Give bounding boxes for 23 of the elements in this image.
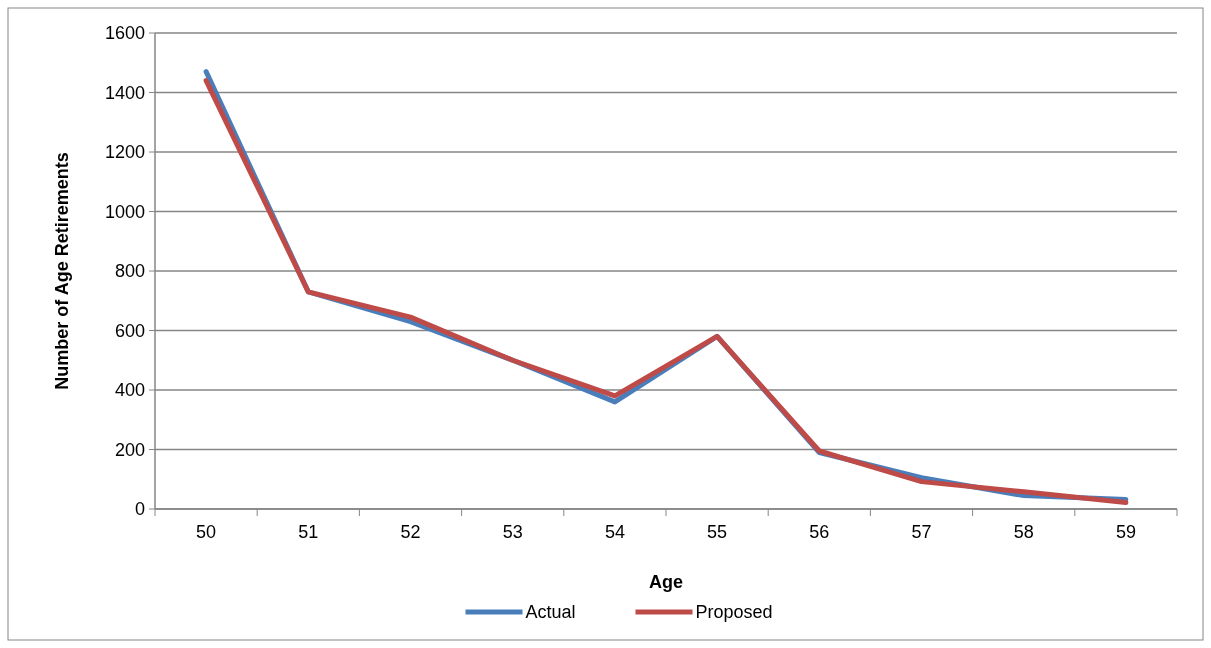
x-tick-label: 54 — [604, 522, 625, 542]
x-tick-label: 55 — [707, 522, 728, 542]
y-tick-label: 600 — [114, 320, 145, 341]
x-tick-label: 51 — [298, 522, 319, 542]
legend-label: Actual — [525, 602, 576, 623]
x-tick-label: 58 — [1013, 522, 1034, 542]
y-tick-label: 800 — [114, 261, 145, 282]
y-tick-label: 1000 — [104, 201, 145, 222]
x-tick-label: 59 — [1115, 522, 1136, 542]
x-tick-label: 53 — [502, 522, 523, 542]
y-tick-label: 400 — [114, 380, 145, 401]
legend-label: Proposed — [695, 602, 773, 623]
x-tick-label: 56 — [809, 522, 830, 542]
x-tick-label: 50 — [196, 522, 217, 542]
y-tick-label: 200 — [114, 439, 145, 460]
y-axis-title: Number of Age Retirements — [52, 152, 72, 390]
x-axis-title: Age — [648, 572, 684, 592]
y-tick-label: 1600 — [104, 23, 145, 44]
y-tick-label: 1200 — [104, 142, 145, 163]
y-tick-label: 0 — [134, 499, 145, 520]
y-tick-label: 1400 — [104, 82, 145, 103]
x-tick-label: 52 — [400, 522, 421, 542]
x-tick-label: 57 — [911, 522, 932, 542]
